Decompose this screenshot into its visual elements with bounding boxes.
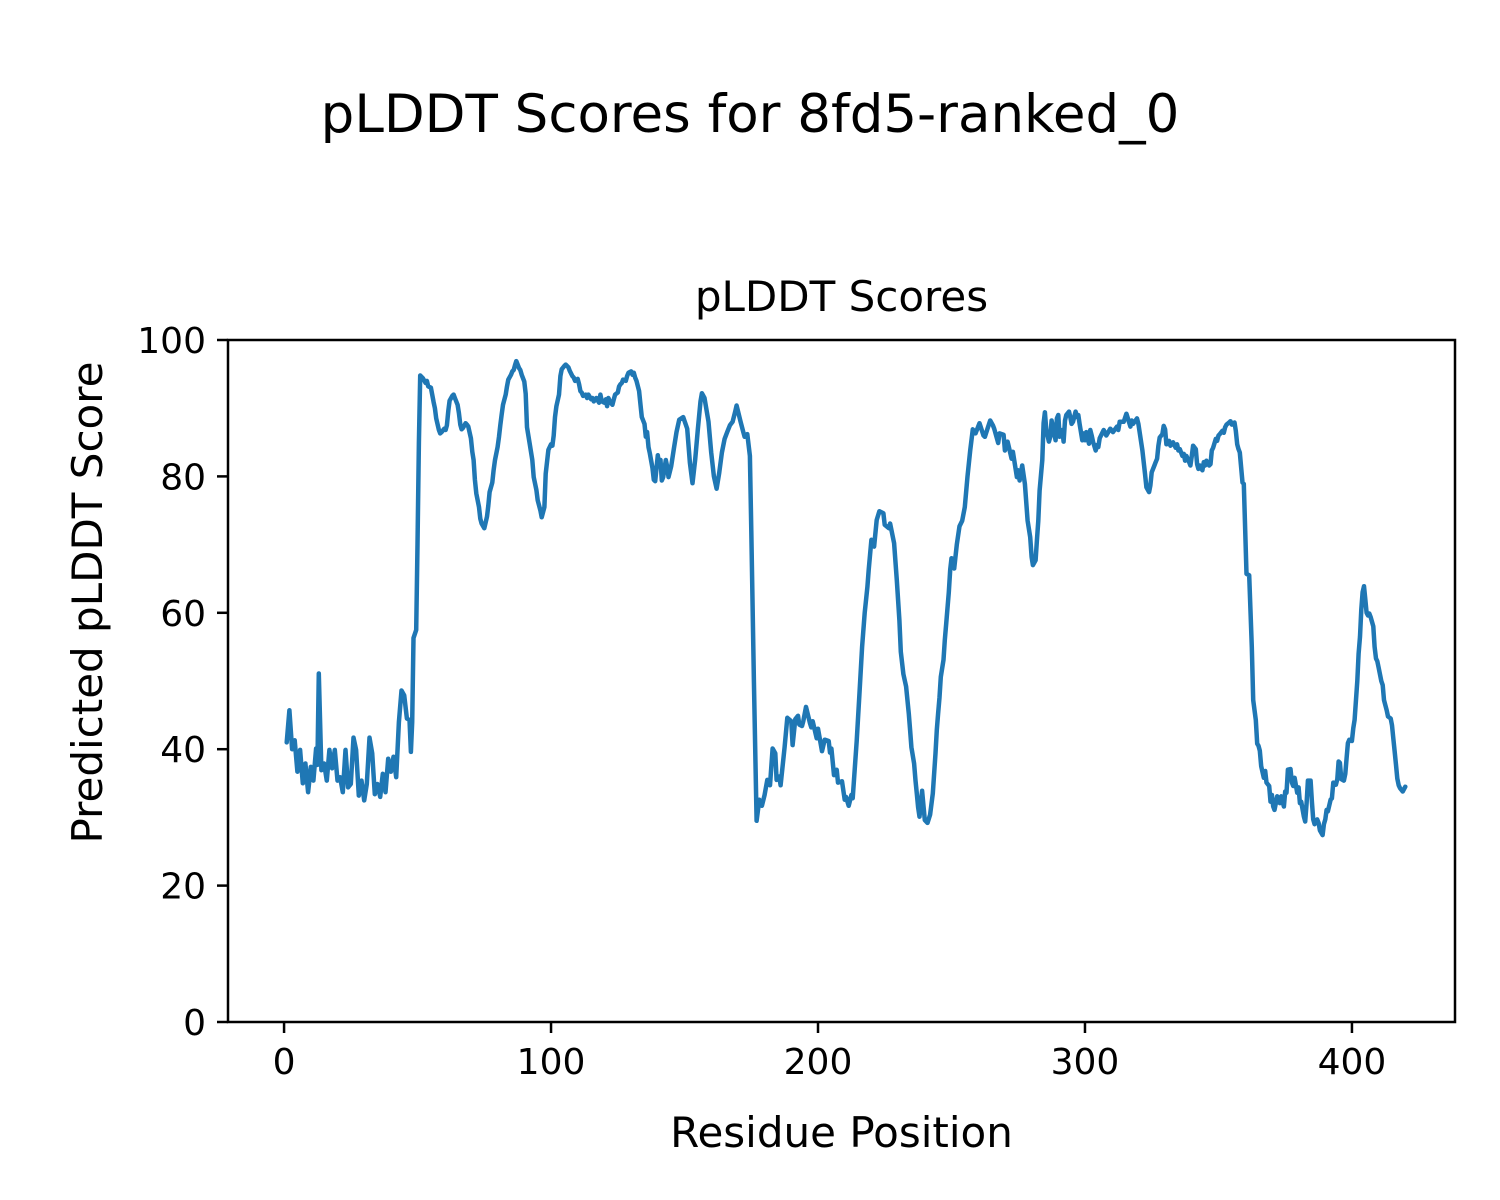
plddt-line [284, 358, 1408, 838]
x-tick-label: 200 [784, 1042, 853, 1083]
x-axis-label: Residue Position [670, 1108, 1013, 1157]
x-tick-label: 0 [273, 1042, 296, 1083]
x-tick-label: 300 [1051, 1042, 1120, 1083]
axes-frame [226, 338, 1457, 1024]
axes-title: pLDDT Scores [694, 272, 989, 321]
y-tick-label: 40 [160, 730, 206, 771]
y-tick-label: 20 [160, 867, 206, 908]
y-tick-label: 60 [160, 594, 206, 635]
x-tick-label: 100 [517, 1042, 586, 1083]
y-tick-label: 0 [183, 1003, 206, 1044]
y-tick-label: 80 [160, 457, 206, 498]
x-tick-label: 400 [1318, 1042, 1387, 1083]
y-tick-label: 100 [137, 321, 206, 362]
figure-title: pLDDT Scores for 8fd5-ranked_0 [320, 84, 1180, 145]
